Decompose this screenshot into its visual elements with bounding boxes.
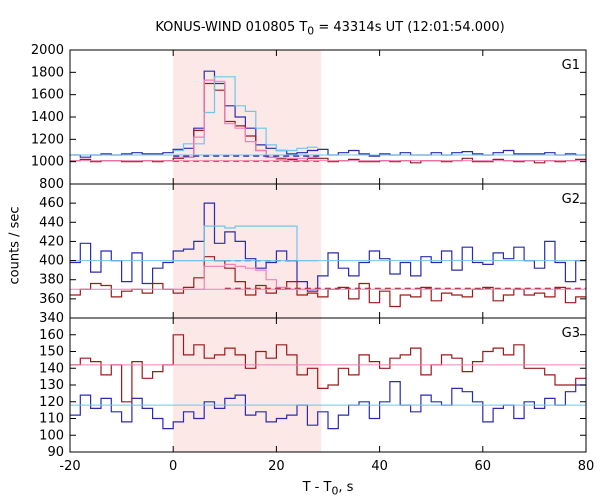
x-tick-label-20: 20 — [268, 459, 285, 474]
panel-G1-ytick-label-1000: 1000 — [31, 155, 64, 170]
panel-G1-ytick-label-1400: 1400 — [31, 110, 64, 125]
y-axis-label: counts / sec — [7, 206, 23, 285]
x-tick-label-60: 60 — [475, 459, 492, 474]
panel-G1-ytick-label-1800: 1800 — [31, 65, 64, 80]
panel-G1-series-hist-3 — [173, 79, 318, 160]
panel-G2-ytick-label-400: 400 — [39, 254, 64, 269]
panel-G3-ytick-label-100: 100 — [39, 428, 64, 443]
panel-G1-ytick-label-1200: 1200 — [31, 132, 64, 147]
panel-G3-ytick-label-90: 90 — [47, 445, 64, 460]
panel-G2-ytick-label-380: 380 — [39, 273, 64, 288]
panel-G2-ytick-label-440: 440 — [39, 215, 64, 230]
panel-label-G2: G2 — [562, 192, 580, 207]
panel-G2-series-step-0 — [70, 202, 586, 292]
panel-G3-ytick-label-140: 140 — [39, 361, 64, 376]
panel-label-G1: G1 — [562, 58, 580, 73]
panel-G3-ytick-label-130: 130 — [39, 378, 64, 393]
x-tick-label-40: 40 — [371, 459, 388, 474]
panel-G1-frame — [69, 49, 587, 185]
panel-label-G3: G3 — [562, 326, 580, 341]
panel-G3-ytick-label-110: 110 — [39, 412, 64, 427]
panel-G2-series-step-1 — [70, 256, 586, 308]
x-tick-label--20: -20 — [59, 459, 80, 474]
panel-G1-series-step-0 — [70, 70, 586, 158]
chart-title: KONUS-WIND 010805 T0 = 43314s UT (12:01:… — [155, 20, 505, 38]
panel-G2-ytick-label-420: 420 — [39, 234, 64, 249]
panel-G3-series-step-0 — [70, 381, 586, 430]
highlight-interval — [173, 50, 322, 452]
panel-G3-ytick-label-150: 150 — [39, 345, 64, 360]
x-axis-label: T - T0, s — [302, 480, 354, 498]
panel-G3-ytick-label-120: 120 — [39, 395, 64, 410]
panel-G2-ytick-label-360: 360 — [39, 292, 64, 307]
panel-G1-ytick-label-800: 800 — [39, 177, 64, 192]
panel-G2-ytick-label-340: 340 — [39, 311, 64, 326]
panel-G3-series-step-1 — [70, 334, 586, 403]
x-tick-label-80: 80 — [578, 459, 595, 474]
panel-G1-series-hist-2 — [173, 76, 318, 152]
panel-G2-frame — [69, 183, 587, 319]
panel-G3-ytick-label-160: 160 — [39, 328, 64, 343]
x-tick-label-0: 0 — [169, 459, 177, 474]
panel-G1-series-step-1 — [70, 82, 586, 164]
panel-G2-ytick-label-460: 460 — [39, 196, 64, 211]
panel-G1-ytick-label-2000: 2000 — [31, 43, 64, 58]
panel-G1-ytick-label-1600: 1600 — [31, 88, 64, 103]
